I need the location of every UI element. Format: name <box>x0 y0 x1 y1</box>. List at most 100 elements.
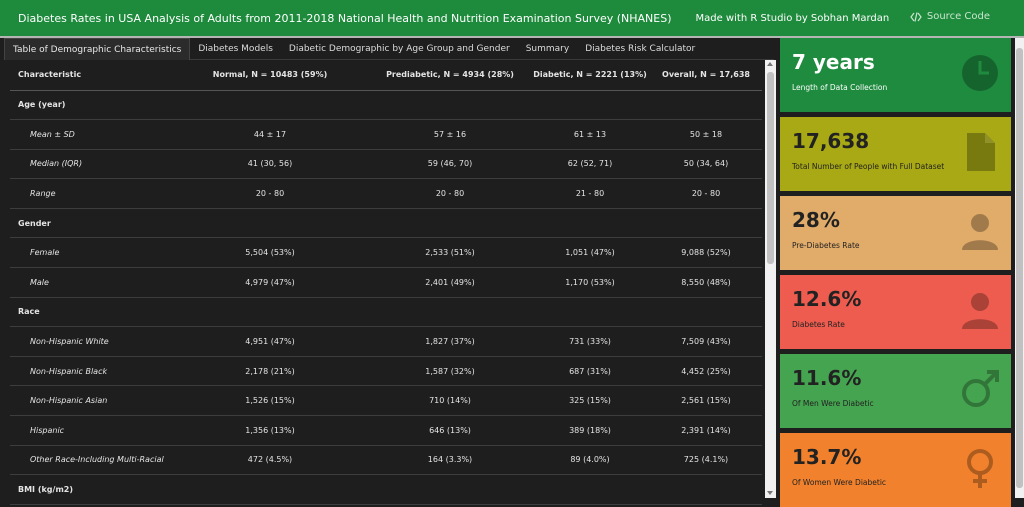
value-box-label: Total Number of People with Full Dataset <box>792 162 945 171</box>
table-cell <box>370 90 530 121</box>
source-code-link[interactable]: Source Code <box>910 11 990 22</box>
row-label: Other Race-Including Multi-Racial <box>10 445 170 476</box>
table-cell <box>650 208 762 239</box>
table-cell: 731 (33%) <box>530 326 650 357</box>
tab-bar: Table of Demographic Characteristics Dia… <box>4 38 774 60</box>
table-cell: 89 (4.0%) <box>530 445 650 476</box>
scrollbar-thumb[interactable] <box>767 72 774 264</box>
header-prediabetic: Prediabetic, N = 4934 (28%) <box>370 60 530 91</box>
table-cell: 7,509 (43%) <box>650 326 762 357</box>
table-cell: 4,452 (25%) <box>650 356 762 387</box>
row-label: BMI (kg/m2) <box>10 474 170 505</box>
table-cell: 20 - 80 <box>170 178 370 209</box>
table-cell <box>650 474 762 505</box>
table-cell: 1,170 (53%) <box>530 267 650 298</box>
value-box: 12.6% Diabetes Rate <box>780 275 1011 349</box>
table-cell: 687 (31%) <box>530 356 650 387</box>
value-box-value: 7 years <box>792 50 875 74</box>
tab-diabetic-demographic[interactable]: Diabetic Demographic by Age Group and Ge… <box>288 44 510 54</box>
tab-demographic-table[interactable]: Table of Demographic Characteristics <box>4 38 191 60</box>
scroll-up-arrow-icon[interactable] <box>767 62 773 66</box>
table-cell: 2,401 (49%) <box>370 267 530 298</box>
table-row: Non-Hispanic White 4,951 (47%) 1,827 (37%)… <box>10 326 762 357</box>
table-cell <box>530 90 650 121</box>
table-cell: 57 ± 16 <box>370 119 530 150</box>
header-divider <box>0 36 1024 38</box>
header-diabetic: Diabetic, N = 2221 (13%) <box>530 60 650 91</box>
page-scrollbar[interactable] <box>1015 38 1024 498</box>
row-label: Non-Hispanic Asian <box>10 385 170 417</box>
table-cell: 5,504 (53%) <box>170 237 370 269</box>
header-overall: Overall, N = 17,638 <box>650 60 762 91</box>
value-box-label: Pre-Diabetes Rate <box>792 241 860 250</box>
value-box: 13.7% Of Women Were Diabetic <box>780 433 1011 507</box>
code-icon <box>910 11 922 22</box>
table-cell <box>170 474 370 505</box>
table-cell: 62 (52, 71) <box>530 149 650 180</box>
table-cell <box>650 90 762 121</box>
table-cell: 1,526 (15%) <box>170 385 370 417</box>
author-credit: Made with R Studio by Sobhan Mardan <box>695 12 890 24</box>
value-box-label: Of Men Were Diabetic <box>792 399 874 408</box>
main-panel: Table of Demographic Characteristics Dia… <box>4 38 776 505</box>
top-navbar: Diabetes Rates in USA Analysis of Adults… <box>0 0 1024 36</box>
page-scrollbar-thumb[interactable] <box>1016 48 1023 488</box>
table-cell: 472 (4.5%) <box>170 445 370 476</box>
table-header-row: Characteristic Normal, N = 10483 (59%) P… <box>10 60 762 91</box>
table-group-row: Age (year) <box>10 90 762 121</box>
table-cell: 8,550 (48%) <box>650 267 762 298</box>
table-cell <box>530 208 650 239</box>
table-group-row: Gender <box>10 208 762 239</box>
table-cell: 44 ± 17 <box>170 119 370 150</box>
value-box-value: 12.6% <box>792 287 862 311</box>
table-scrollbar[interactable] <box>765 60 776 498</box>
table-cell: 21 - 80 <box>530 178 650 209</box>
table-row: Male 4,979 (47%) 2,401 (49%) 1,170 (53%) 8,5… <box>10 267 762 298</box>
value-box-value: 17,638 <box>792 129 870 153</box>
scroll-down-arrow-icon[interactable] <box>767 491 773 495</box>
row-label: Female <box>10 237 170 269</box>
table-cell: 50 (34, 64) <box>650 149 762 180</box>
value-box-value: 11.6% <box>792 366 862 390</box>
table-row: Other Race-Including Multi-Racial 472 (4.… <box>10 445 762 476</box>
table-cell: 4,951 (47%) <box>170 326 370 357</box>
table-row: Female 5,504 (53%) 2,533 (51%) 1,051 (47%) 9… <box>10 237 762 269</box>
table-cell: 2,178 (21%) <box>170 356 370 387</box>
table-cell: 41 (30, 56) <box>170 149 370 180</box>
value-box-label: Of Women Were Diabetic <box>792 478 887 487</box>
header-normal: Normal, N = 10483 (59%) <box>170 60 370 91</box>
file-icon <box>967 133 995 171</box>
table-cell: 59 (46, 70) <box>370 149 530 180</box>
table-cell: 2,561 (15%) <box>650 385 762 417</box>
row-label: Gender <box>10 208 170 239</box>
table-cell: 2,533 (51%) <box>370 237 530 269</box>
male-icon <box>962 370 999 407</box>
tab-diabetes-models[interactable]: Diabetes Models <box>198 44 273 54</box>
row-label: Male <box>10 267 170 298</box>
row-label: Non-Hispanic White <box>10 326 170 357</box>
value-box: 28% Pre-Diabetes Rate <box>780 196 1011 270</box>
table-cell: 725 (4.1%) <box>650 445 762 476</box>
table-body: Age (year) Mean ± SD 44 ± 17 57 ± 16 61 ± 13… <box>10 90 762 505</box>
table-cell <box>530 297 650 328</box>
table-cell: 4,979 (47%) <box>170 267 370 298</box>
tab-summary[interactable]: Summary <box>525 44 570 54</box>
table-group-row: BMI (kg/m2) <box>10 474 762 505</box>
demographic-table: Characteristic Normal, N = 10483 (59%) P… <box>10 60 762 505</box>
row-label: Race <box>10 297 170 328</box>
value-box-column: 7 years Length of Data Collection 17,638 To… <box>776 38 1024 507</box>
table-cell: 50 ± 18 <box>650 119 762 150</box>
table-cell <box>370 474 530 505</box>
table-cell: 20 - 80 <box>370 178 530 209</box>
value-box-value: 13.7% <box>792 445 862 469</box>
table-cell: 1,356 (13%) <box>170 415 370 446</box>
tab-risk-calculator[interactable]: Diabetes Risk Calculator <box>585 44 696 54</box>
table-cell: 325 (15%) <box>530 385 650 417</box>
row-label: Median (IQR) <box>10 149 170 180</box>
table-cell <box>170 90 370 121</box>
table-cell: 1,051 (47%) <box>530 237 650 269</box>
row-label: Range <box>10 178 170 209</box>
table-row: Non-Hispanic Black 2,178 (21%) 1,587 (32%)… <box>10 356 762 387</box>
table-cell: 164 (3.3%) <box>370 445 530 476</box>
table-cell <box>370 297 530 328</box>
